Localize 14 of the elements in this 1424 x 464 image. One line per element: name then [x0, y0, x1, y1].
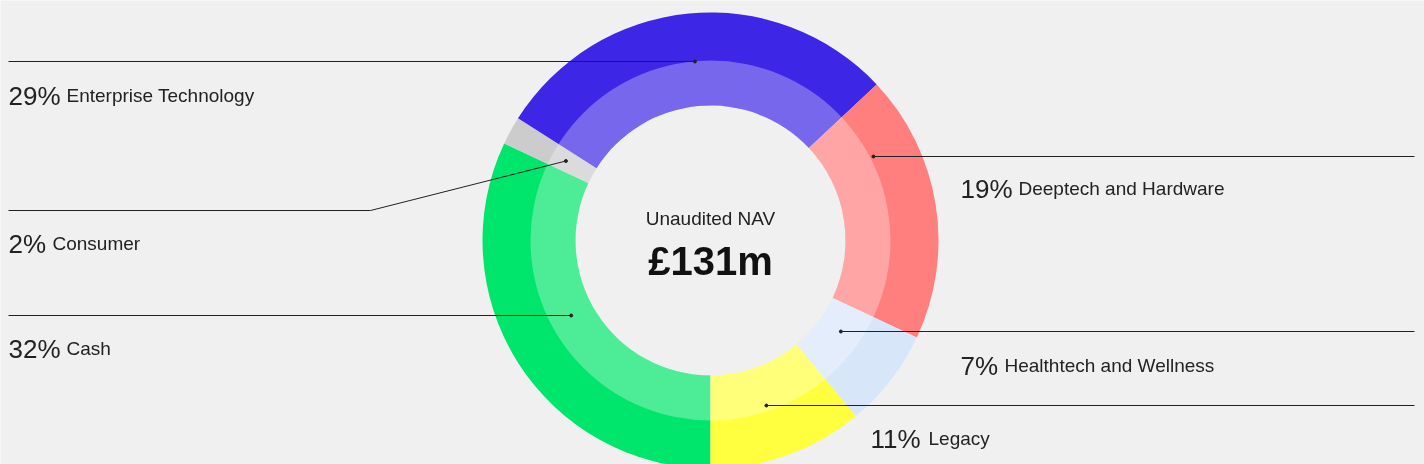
slice-label: Deeptech and Hardware [1018, 178, 1225, 199]
slice-label: Healthtech and Wellness [1004, 355, 1215, 376]
slice-label: Cash [66, 338, 111, 359]
data-label: 2% [8, 228, 47, 259]
text: £131m [648, 238, 773, 283]
data-label: 32% [8, 333, 61, 364]
text: Unaudited NAV [645, 208, 776, 229]
slice-label: Enterprise Technology [66, 85, 255, 106]
slice-label: Legacy [928, 428, 991, 449]
slice-label: Consumer [52, 233, 141, 254]
data-label: 11% [870, 423, 921, 454]
data-label: 7% [960, 350, 999, 381]
data-label: 29% [8, 80, 61, 111]
data-label: 19% [960, 173, 1013, 204]
